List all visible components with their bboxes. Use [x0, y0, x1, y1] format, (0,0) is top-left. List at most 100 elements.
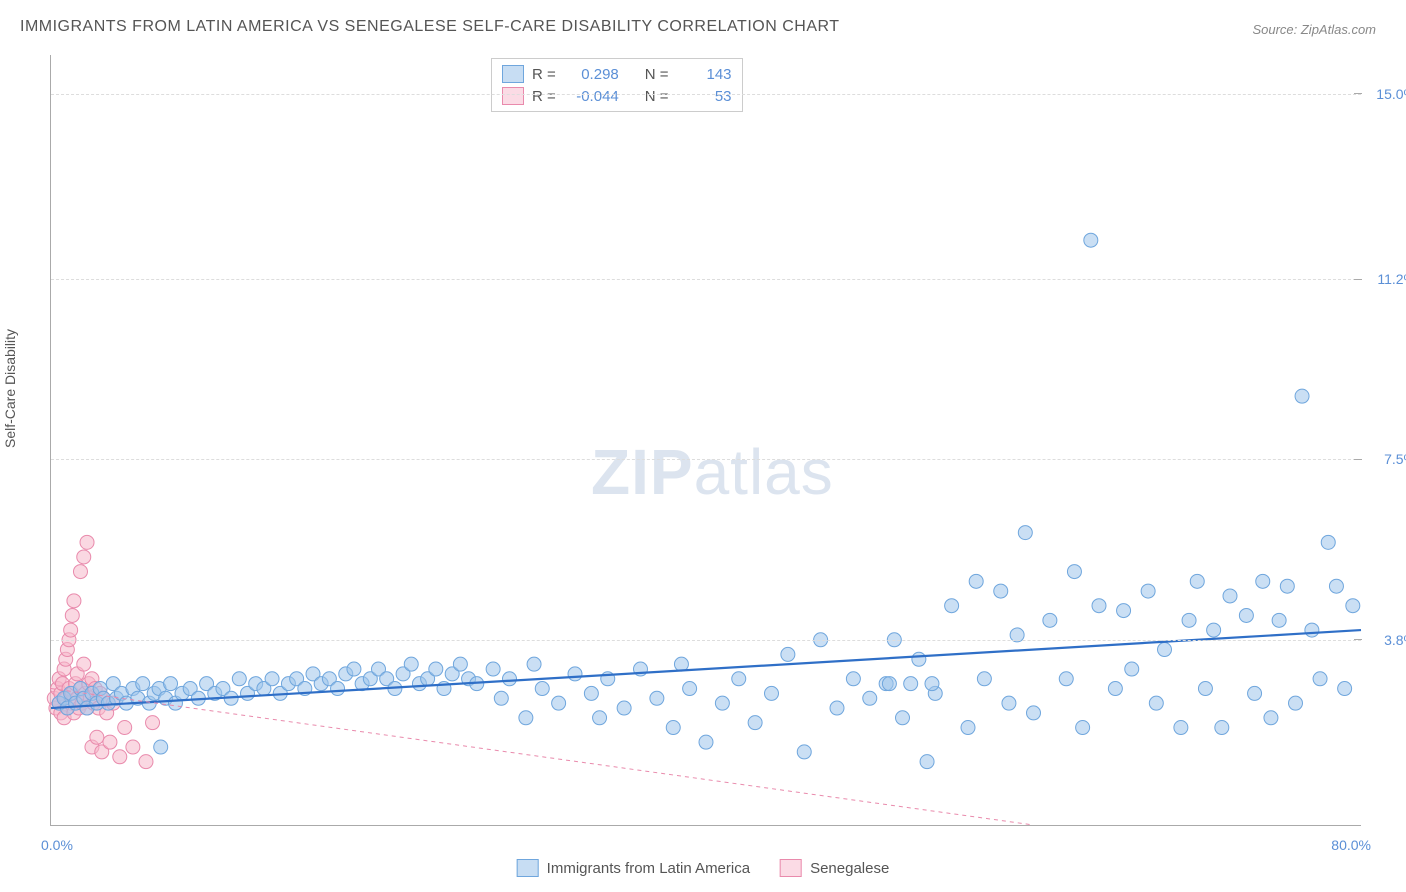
scatter-point: [748, 716, 762, 730]
scatter-point: [527, 657, 541, 671]
scatter-point: [453, 657, 467, 671]
y-tick-label: 7.5%: [1384, 451, 1406, 467]
legend-swatch-pink: [780, 859, 802, 877]
scatter-point: [925, 677, 939, 691]
scatter-point: [674, 657, 688, 671]
scatter-point: [961, 721, 975, 735]
scatter-point: [945, 599, 959, 613]
scatter-point: [1027, 706, 1041, 720]
scatter-point: [73, 565, 87, 579]
scatter-point: [404, 657, 418, 671]
scatter-point: [882, 677, 896, 691]
scatter-point: [912, 652, 926, 666]
scatter-point: [347, 662, 361, 676]
scatter-point: [503, 672, 517, 686]
scatter-point: [552, 696, 566, 710]
scatter-point: [715, 696, 729, 710]
scatter-point: [1059, 672, 1073, 686]
scatter-point: [139, 755, 153, 769]
scatter-point: [977, 672, 991, 686]
scatter-point: [1190, 574, 1204, 588]
legend-label-senegalese: Senegalese: [810, 860, 889, 877]
legend-item-senegalese: Senegalese: [780, 859, 889, 877]
legend-item-latin-america: Immigrants from Latin America: [517, 859, 750, 877]
scatter-point: [1215, 721, 1229, 735]
scatter-point: [77, 550, 91, 564]
scatter-point: [113, 750, 127, 764]
bottom-legend: Immigrants from Latin America Senegalese: [517, 859, 890, 877]
scatter-point: [1305, 623, 1319, 637]
y-tick-label: 15.0%: [1376, 86, 1406, 102]
grid-line: [51, 640, 1361, 641]
scatter-point: [1207, 623, 1221, 637]
chart-title: IMMIGRANTS FROM LATIN AMERICA VS SENEGAL…: [20, 18, 840, 36]
scatter-point: [232, 672, 246, 686]
scatter-point: [535, 682, 549, 696]
scatter-point: [164, 677, 178, 691]
scatter-point: [1117, 604, 1131, 618]
scatter-point: [1141, 584, 1155, 598]
scatter-point: [1264, 711, 1278, 725]
scatter-point: [136, 677, 150, 691]
scatter-point: [568, 667, 582, 681]
scatter-point: [1084, 233, 1098, 247]
scatter-point: [1295, 389, 1309, 403]
plot-svg: [51, 55, 1361, 825]
scatter-point: [666, 721, 680, 735]
scatter-point: [90, 730, 104, 744]
scatter-point: [1256, 574, 1270, 588]
scatter-point: [1223, 589, 1237, 603]
scatter-point: [1313, 672, 1327, 686]
scatter-point: [103, 735, 117, 749]
scatter-point: [1158, 643, 1172, 657]
scatter-point: [486, 662, 500, 676]
scatter-point: [1289, 696, 1303, 710]
scatter-point: [1174, 721, 1188, 735]
scatter-point: [1043, 613, 1057, 627]
scatter-point: [830, 701, 844, 715]
scatter-point: [1125, 662, 1139, 676]
scatter-point: [650, 691, 664, 705]
scatter-point: [1198, 682, 1212, 696]
scatter-point: [1248, 686, 1262, 700]
scatter-point: [1321, 535, 1335, 549]
trend-line: [51, 630, 1361, 708]
scatter-point: [617, 701, 631, 715]
scatter-point: [154, 740, 168, 754]
scatter-point: [429, 662, 443, 676]
scatter-point: [920, 755, 934, 769]
scatter-point: [994, 584, 1008, 598]
scatter-point: [781, 647, 795, 661]
scatter-point: [265, 672, 279, 686]
scatter-point: [118, 721, 132, 735]
scatter-point: [765, 686, 779, 700]
y-tick-label: 3.8%: [1384, 632, 1406, 648]
scatter-point: [797, 745, 811, 759]
scatter-point: [699, 735, 713, 749]
scatter-point: [584, 686, 598, 700]
scatter-point: [1018, 526, 1032, 540]
scatter-point: [65, 608, 79, 622]
scatter-point: [1002, 696, 1016, 710]
scatter-point: [67, 594, 81, 608]
scatter-point: [331, 682, 345, 696]
scatter-point: [1272, 613, 1286, 627]
y-axis-label: Self-Care Disability: [2, 329, 18, 448]
x-tick-left: 0.0%: [41, 837, 73, 853]
scatter-point: [1108, 682, 1122, 696]
scatter-point: [1280, 579, 1294, 593]
y-tick-label: 11.2%: [1377, 271, 1406, 287]
scatter-point: [1338, 682, 1352, 696]
grid-line: [51, 459, 1361, 460]
scatter-point: [846, 672, 860, 686]
scatter-point: [80, 535, 94, 549]
plot-area: ZIPatlas R = 0.298 N = 143 R = -0.044 N …: [50, 55, 1361, 826]
scatter-point: [896, 711, 910, 725]
scatter-point: [1346, 599, 1360, 613]
scatter-point: [683, 682, 697, 696]
legend-swatch-blue: [517, 859, 539, 877]
x-tick-right: 80.0%: [1331, 837, 1371, 853]
trend-line: [51, 689, 1034, 825]
scatter-point: [519, 711, 533, 725]
scatter-point: [732, 672, 746, 686]
